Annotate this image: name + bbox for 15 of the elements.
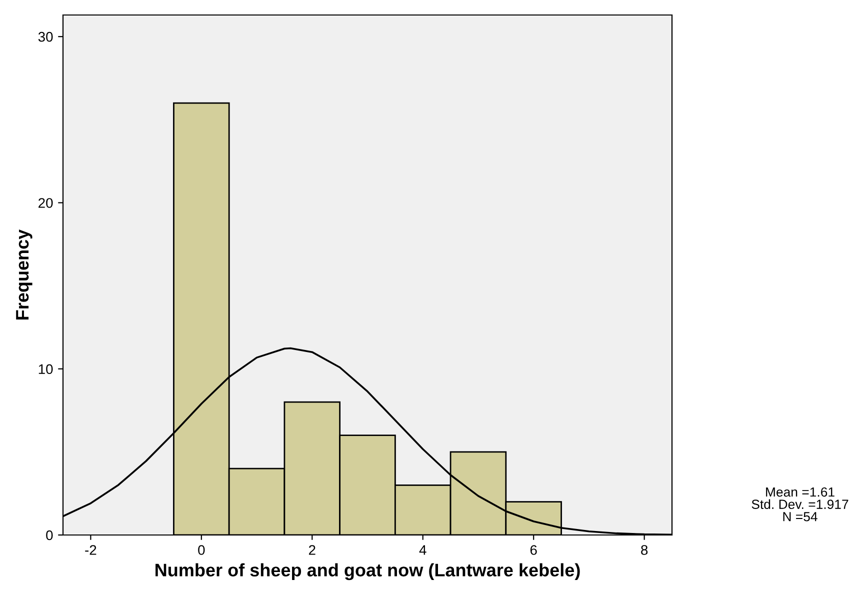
text: Mean =1.61 — [766, 487, 834, 497]
x-tick-label: 2 — [308, 545, 316, 555]
x-tick-label: 6 — [530, 545, 537, 555]
y-axis-title: Frequency — [16, 229, 32, 320]
x-tick-label: 4 — [419, 545, 426, 555]
y-tick-label: 10 — [38, 364, 53, 374]
y-tick-label: 0 — [46, 530, 53, 540]
x-axis-title: Number of sheep and goat now (Lantware kebele) — [156, 563, 580, 580]
text: Std. Dev. =1.917 — [752, 499, 848, 509]
x-tick-label: 8 — [641, 545, 648, 555]
x-tick-label: -2 — [85, 545, 96, 555]
y-tick-label: 30 — [38, 32, 53, 42]
text: N =54 — [783, 512, 818, 522]
x-tick-label: 0 — [198, 545, 205, 555]
y-tick-label: 20 — [38, 198, 53, 208]
